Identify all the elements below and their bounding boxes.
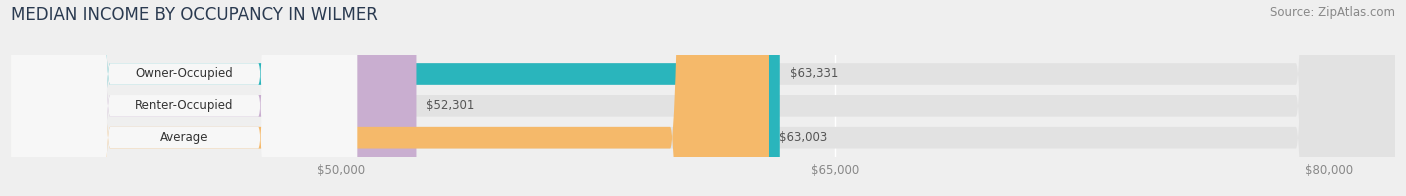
Text: Average: Average — [160, 131, 208, 144]
FancyBboxPatch shape — [11, 0, 357, 196]
Text: $63,003: $63,003 — [779, 131, 827, 144]
Text: Source: ZipAtlas.com: Source: ZipAtlas.com — [1270, 6, 1395, 19]
Text: Owner-Occupied: Owner-Occupied — [135, 67, 233, 81]
FancyBboxPatch shape — [11, 0, 1395, 196]
FancyBboxPatch shape — [11, 0, 780, 196]
FancyBboxPatch shape — [11, 0, 357, 196]
FancyBboxPatch shape — [11, 0, 1395, 196]
FancyBboxPatch shape — [11, 0, 357, 196]
FancyBboxPatch shape — [11, 0, 769, 196]
FancyBboxPatch shape — [11, 0, 1395, 196]
Text: Renter-Occupied: Renter-Occupied — [135, 99, 233, 112]
FancyBboxPatch shape — [11, 0, 416, 196]
Text: $52,301: $52,301 — [426, 99, 475, 112]
Text: $63,331: $63,331 — [790, 67, 838, 81]
Text: MEDIAN INCOME BY OCCUPANCY IN WILMER: MEDIAN INCOME BY OCCUPANCY IN WILMER — [11, 6, 378, 24]
